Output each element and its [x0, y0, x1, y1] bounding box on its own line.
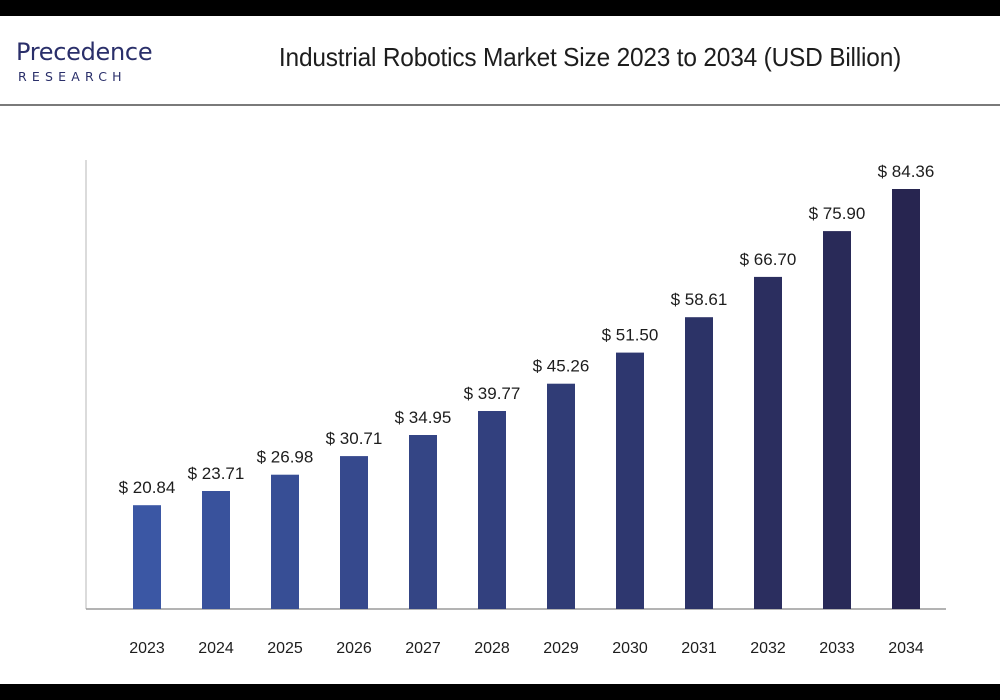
bar-2033: [823, 231, 851, 609]
bar-2028: [478, 411, 506, 609]
value-label-2032: $ 66.70: [740, 250, 797, 269]
bar-2032: [754, 276, 782, 609]
value-label-2034: $ 84.36: [878, 162, 935, 181]
value-label-2030: $ 51.50: [602, 326, 659, 345]
bar-2029: [547, 383, 575, 609]
x-tick-2028: 2028: [474, 640, 510, 657]
x-tick-2026: 2026: [336, 640, 372, 657]
x-tick-labels: 2023 2024 2025 2026 2027 2028 2029 2030 2031 2032…: [129, 640, 924, 657]
value-label-2026: $ 30.71: [326, 429, 383, 448]
x-tick-2031: 2031: [681, 640, 717, 657]
bar-2034: [892, 189, 920, 609]
x-tick-2029: 2029: [543, 640, 579, 657]
chart-title: Industrial Robotics Market Size 2023 to …: [278, 42, 902, 72]
value-label-2027: $ 34.95: [395, 408, 452, 427]
bar-series: [133, 189, 920, 609]
x-tick-2032: 2032: [750, 640, 786, 657]
value-label-2023: $ 20.84: [119, 478, 176, 497]
logo-wordmark: Precedence: [16, 38, 153, 66]
bar-2026: [340, 456, 368, 609]
chart-header: Precedence RESEARCH Industrial Robotics …: [0, 16, 1000, 104]
bar-2027: [409, 435, 437, 609]
value-label-2024: $ 23.71: [188, 464, 245, 483]
bar-2023: [133, 505, 161, 609]
x-tick-2023: 2023: [129, 640, 165, 657]
bar-2024: [202, 491, 230, 609]
value-label-2031: $ 58.61: [671, 290, 728, 309]
value-label-2029: $ 45.26: [533, 357, 590, 376]
value-labels: $ 20.84 $ 23.71 $ 26.98 $ 30.71 $ 34.95 $ 39.…: [119, 162, 935, 497]
bar-2030: [616, 352, 644, 609]
bar-2031: [685, 317, 713, 609]
logo-subtitle: RESEARCH: [18, 69, 127, 84]
x-tick-2025: 2025: [267, 640, 303, 657]
bar-2025: [271, 474, 299, 609]
value-label-2025: $ 26.98: [257, 448, 314, 467]
x-tick-2027: 2027: [405, 640, 441, 657]
x-tick-2033: 2033: [819, 640, 855, 657]
header-divider: [0, 104, 1000, 106]
value-label-2028: $ 39.77: [464, 384, 521, 403]
value-label-2033: $ 75.90: [809, 204, 866, 223]
x-tick-2024: 2024: [198, 640, 234, 657]
x-tick-2030: 2030: [612, 640, 648, 657]
precedence-research-logo: Precedence RESEARCH: [16, 38, 176, 90]
x-tick-2034: 2034: [888, 640, 924, 657]
